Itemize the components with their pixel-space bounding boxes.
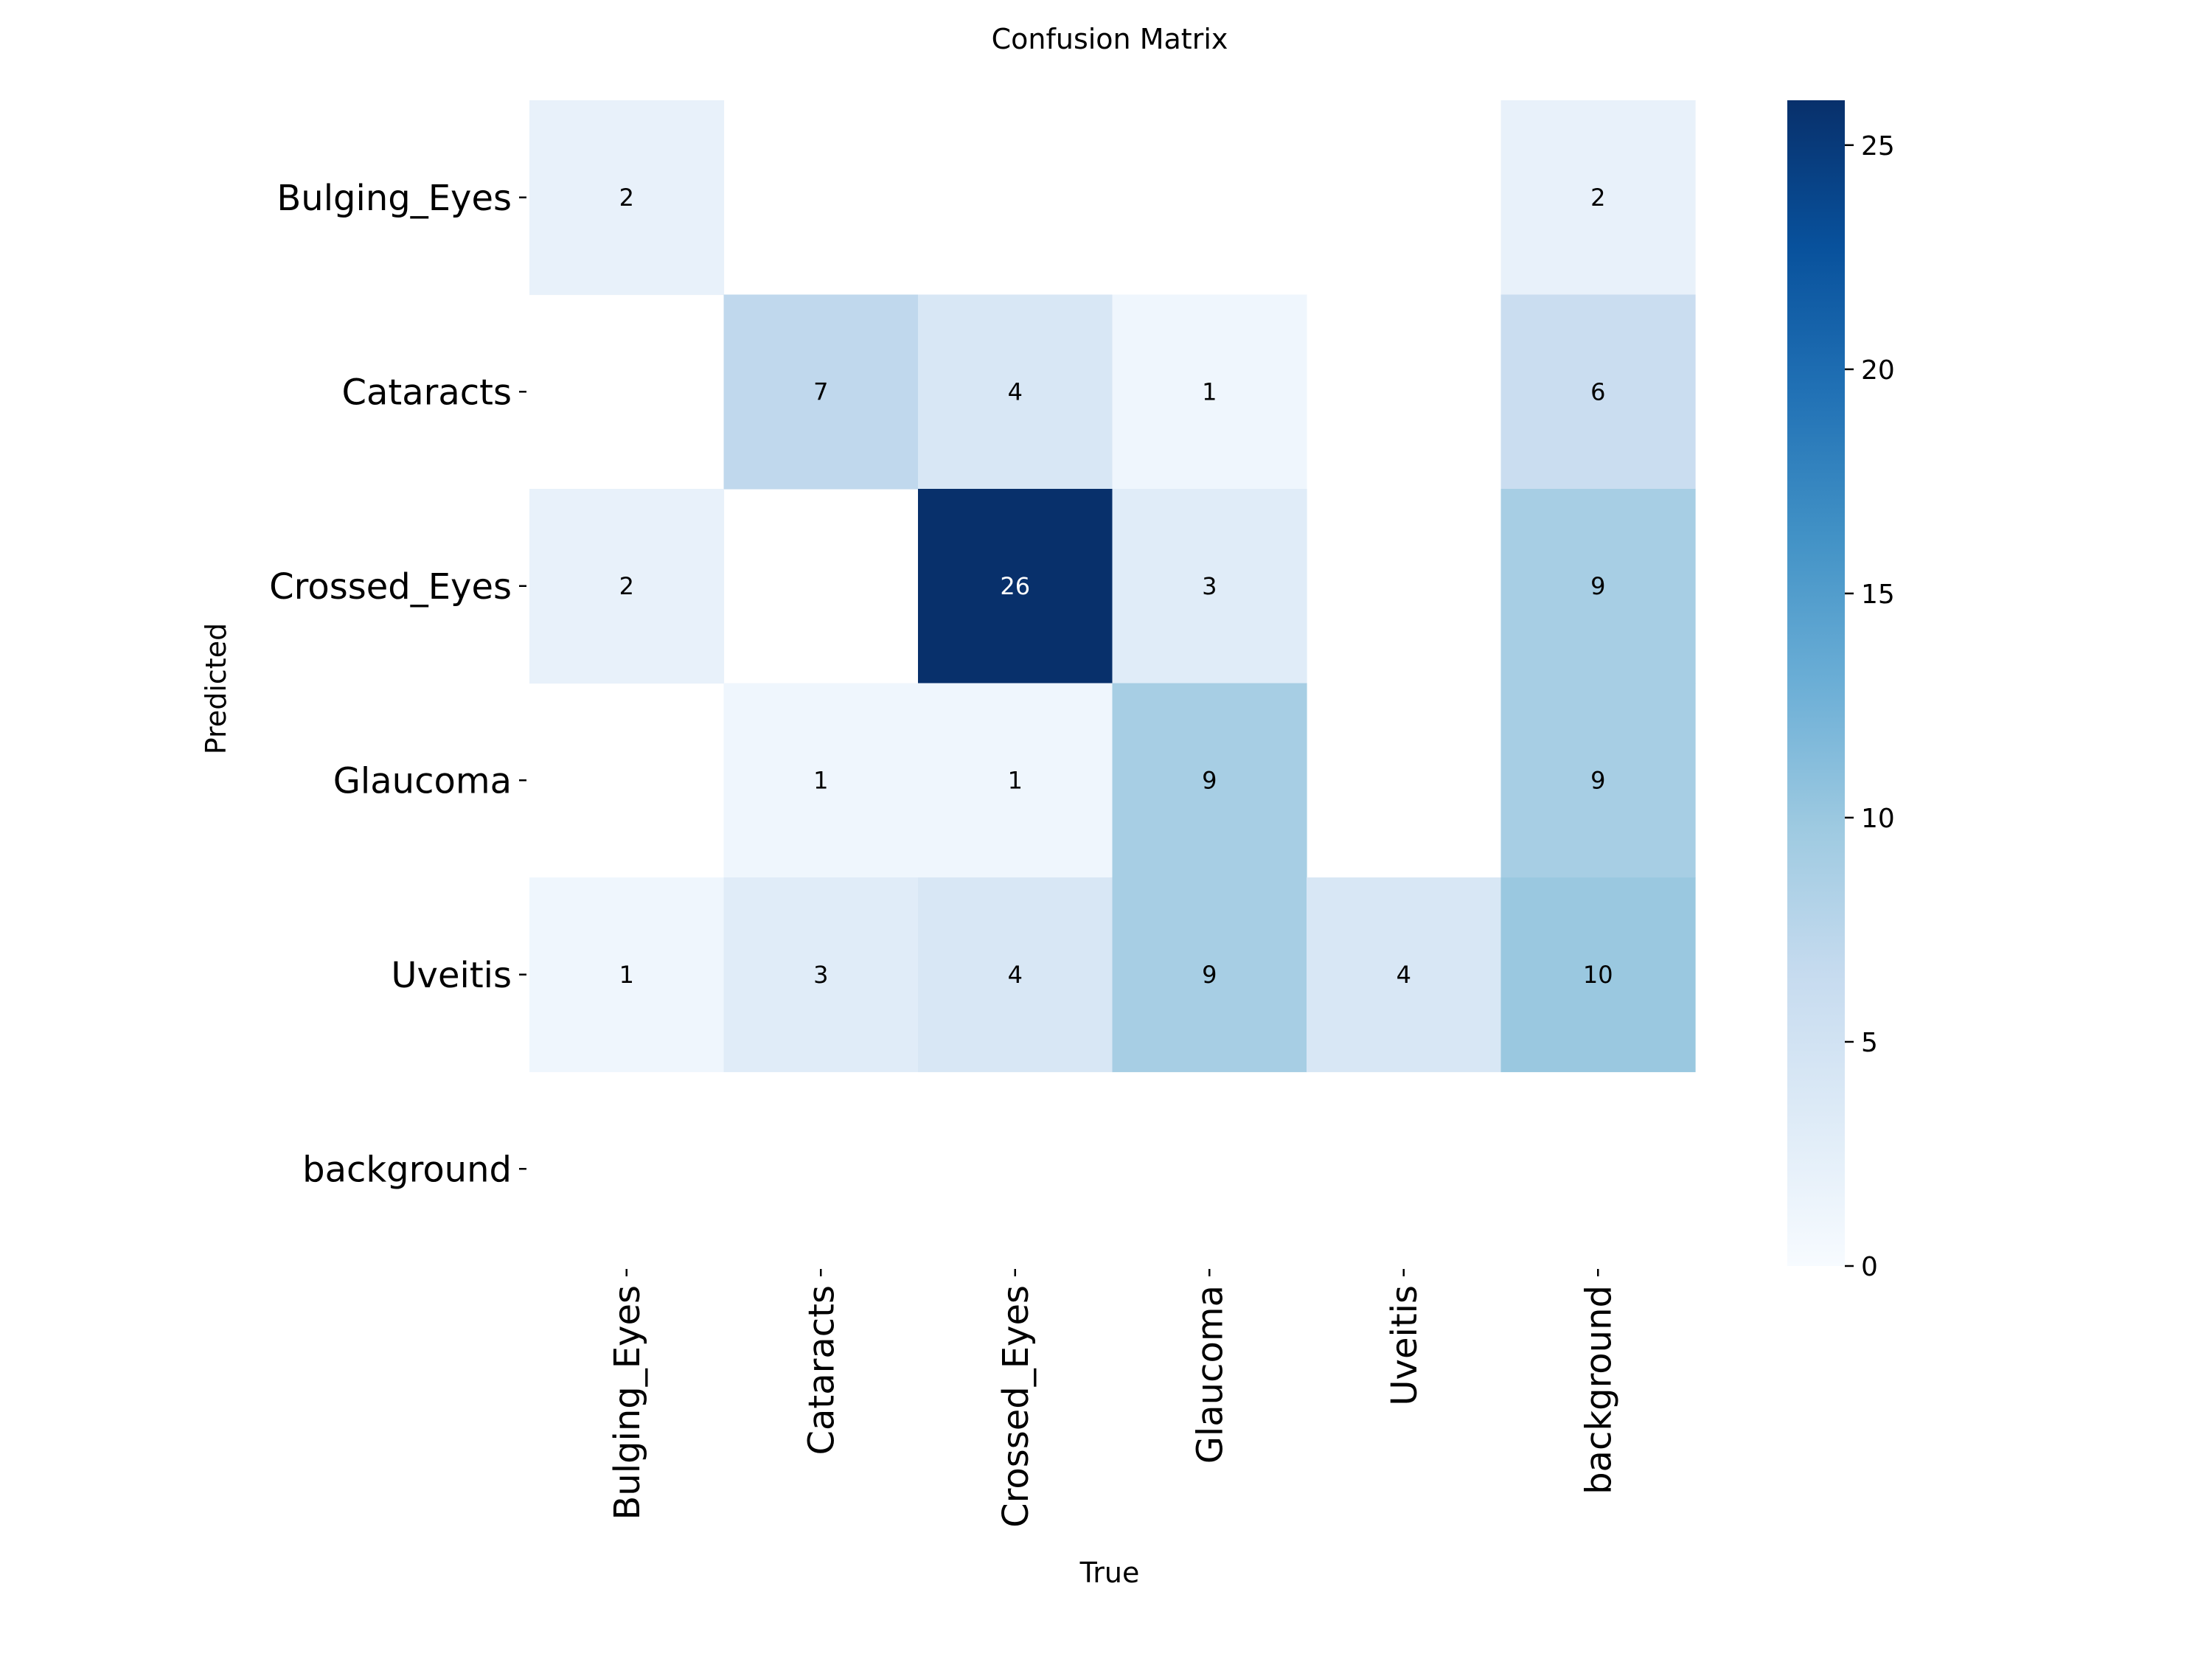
heatmap-cell: [723, 877, 919, 1073]
cell-value-label: 2: [619, 184, 634, 212]
chart-title: Confusion Matrix: [992, 23, 1228, 55]
heatmap-cell: [529, 100, 725, 296]
heatmap-cell: [1112, 294, 1307, 490]
y-axis-label: Predicted: [200, 623, 232, 754]
x-tick-label: Glaucoma: [1189, 1285, 1231, 1464]
cell-value-label: 6: [1590, 378, 1605, 406]
colorbar-tick-label: 20: [1861, 355, 1895, 386]
colorbar-tick-label: 5: [1861, 1028, 1878, 1058]
y-tick-label: Crossed_Eyes: [269, 566, 512, 608]
y-tick-label: Bulging_Eyes: [276, 178, 512, 219]
colorbar-tick-label: 25: [1861, 131, 1895, 161]
cell-value-label: 1: [619, 961, 634, 989]
cell-value-label: 4: [1008, 378, 1023, 406]
colorbar-tick-label: 10: [1861, 804, 1895, 834]
heatmap-cell: [918, 294, 1113, 490]
cell-value-label: 9: [1590, 572, 1605, 600]
heatmap-cell: [1500, 489, 1696, 684]
x-tick-label: background: [1578, 1285, 1619, 1495]
x-tick-label: Crossed_Eyes: [995, 1285, 1037, 1528]
heatmap-cell: [918, 489, 1113, 684]
y-tick-label: Cataracts: [341, 372, 512, 413]
heatmap-cell: [918, 877, 1113, 1073]
cell-value-label: 4: [1397, 961, 1411, 989]
colorbar: 0 5 10 15 20 25: [1787, 100, 1895, 1282]
x-axis-label: True: [1079, 1557, 1140, 1589]
heatmap-cell: [1112, 683, 1307, 878]
cell-value-label: 7: [813, 378, 828, 406]
cell-value-label: 4: [1008, 961, 1023, 989]
heatmap-cell: [1500, 294, 1696, 490]
y-tick-label: Uveitis: [391, 955, 512, 996]
colorbar-tick-label: 15: [1861, 580, 1895, 610]
cell-value-label: 9: [1202, 961, 1217, 989]
x-tick-label: Uveitis: [1384, 1285, 1425, 1406]
heatmap-cell: [1500, 100, 1696, 296]
heatmap-cell: [1307, 877, 1502, 1073]
heatmap-cell: [1500, 683, 1696, 878]
heatmap-cell: [529, 489, 725, 684]
cell-value-label: 3: [1202, 572, 1217, 600]
heatmap-cell: [723, 683, 919, 878]
cell-value-label: 9: [1590, 766, 1605, 794]
colorbar-gradient: [1787, 100, 1845, 1266]
cell-value-label: 26: [1000, 572, 1030, 600]
heatmap-cells: 2 2 7 4 1 6 2 26 3 9 1 1 9 9 1 3 4 9 4 10: [529, 100, 1696, 1073]
colorbar-tick-label: 0: [1861, 1252, 1878, 1282]
x-tick-label: Cataracts: [801, 1285, 842, 1455]
heatmap-cell: [723, 294, 919, 490]
cell-value-label: 2: [619, 572, 634, 600]
cell-value-label: 1: [1202, 378, 1217, 406]
x-tick-label: Bulging_Eyes: [607, 1285, 648, 1520]
y-tick-label: Glaucoma: [333, 760, 512, 801]
x-axis-ticks: Bulging_Eyes Cataracts Crossed_Eyes Glaucom…: [607, 1269, 1619, 1528]
cell-value-label: 10: [1583, 961, 1613, 989]
cell-value-label: 9: [1202, 766, 1217, 794]
heatmap-cell: [1112, 877, 1307, 1073]
y-tick-label: background: [302, 1149, 512, 1190]
cell-value-label: 3: [813, 961, 828, 989]
cell-value-label: 1: [1008, 766, 1023, 794]
cell-value-label: 2: [1590, 184, 1605, 212]
heatmap-cell: [1112, 489, 1307, 684]
y-axis-ticks: Bulging_Eyes Cataracts Crossed_Eyes Glaucom…: [269, 178, 526, 1190]
heatmap-cell: [918, 683, 1113, 878]
heatmap-cell: [1500, 877, 1696, 1073]
cell-value-label: 1: [813, 766, 828, 794]
heatmap-cell: [529, 877, 725, 1073]
